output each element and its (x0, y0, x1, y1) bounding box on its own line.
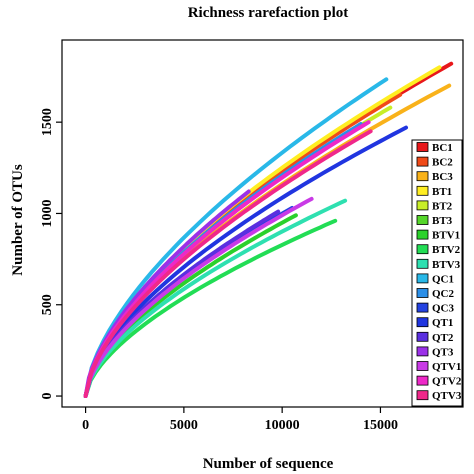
legend-swatch-bt3 (416, 215, 429, 225)
legend-swatch-qt1 (416, 317, 429, 328)
series-layer (83, 61, 454, 398)
legend-swatch-qt2 (416, 331, 429, 342)
x-tick-label-1: 5000 (170, 418, 198, 433)
legend-label-qt2: QT2 (432, 332, 454, 344)
legend-swatch-qc1 (416, 273, 429, 284)
legend-label-bt2: BT2 (432, 200, 453, 212)
legend-swatch-btv2 (416, 244, 429, 255)
legend-swatch-qc2 (416, 288, 429, 298)
plot-frame (61, 39, 464, 408)
series-line-btv3 (83, 198, 348, 398)
legend-label-qc3: QC3 (432, 303, 455, 315)
legend-swatch-bt2 (416, 200, 429, 211)
legend-label-qtv1: QTV1 (432, 361, 461, 373)
chart-title: Richness rarefaction plot (188, 5, 349, 21)
legend-swatch-btv1 (416, 229, 429, 240)
legend-swatch-btv3 (416, 258, 429, 269)
legend-swatch-bt1 (416, 185, 429, 196)
legend-label-bc2: BC2 (432, 157, 453, 169)
series-line-qc2 (83, 122, 363, 398)
series-line-qt1 (83, 125, 408, 398)
legend-swatch-qt3 (416, 346, 429, 357)
y-axis: 0 500 1000 1500 (40, 108, 62, 400)
series-line-btv2 (83, 218, 338, 398)
series-line-qtv1 (83, 196, 314, 398)
legend-swatch-qtv3 (416, 390, 429, 401)
legend: BC1 BC2 BC3 BT1 BT2 BT3 BTV1 BTV2 BTV3 QC1 QC2 QC3 Q… (416, 142, 462, 402)
y-tick-label-2: 1000 (40, 199, 55, 227)
legend-label-btv3: BTV3 (432, 259, 461, 271)
x-tick-label-3: 15000 (363, 418, 398, 433)
legend-label-bc1: BC1 (432, 142, 453, 154)
y-axis-label: Number of OTUs (10, 164, 26, 276)
x-axis: 0 5000 10000 15000 (82, 407, 398, 433)
legend-swatch-qtv2 (416, 375, 429, 386)
series-line-bt3 (83, 122, 367, 398)
legend-label-bt1: BT1 (432, 186, 452, 198)
legend-swatch-bc1 (416, 142, 429, 152)
legend-label-qtv3: QTV3 (432, 390, 462, 402)
legend-swatch-qc3 (416, 302, 429, 313)
legend-label-bc3: BC3 (432, 171, 453, 183)
x-tick-label-2: 10000 (265, 418, 300, 433)
legend-swatch-bc2 (416, 156, 429, 167)
series-line-qc1 (83, 77, 389, 398)
legend-label-btv2: BTV2 (432, 244, 461, 256)
x-tick-label-0: 0 (82, 418, 89, 433)
series-line-qtv3 (83, 129, 373, 398)
legend-swatch-qtv1 (416, 361, 429, 371)
legend-swatch-bc3 (416, 171, 429, 182)
legend-label-qc1: QC1 (432, 273, 454, 285)
legend-label-qt1: QT1 (432, 317, 453, 329)
series-line-qtv2 (83, 120, 371, 398)
legend-label-qtv2: QTV2 (432, 376, 462, 388)
legend-label-qt3: QT3 (432, 346, 454, 358)
y-tick-label-0: 0 (40, 393, 55, 400)
legend-label-qc2: QC2 (432, 288, 455, 300)
y-tick-label-1: 500 (40, 294, 55, 315)
legend-label-bt3: BT3 (432, 215, 453, 227)
series-line-bt2 (83, 105, 393, 398)
y-tick-label-3: 1500 (40, 108, 55, 136)
x-axis-label: Number of sequence (203, 456, 334, 472)
legend-label-btv1: BTV1 (432, 230, 460, 242)
